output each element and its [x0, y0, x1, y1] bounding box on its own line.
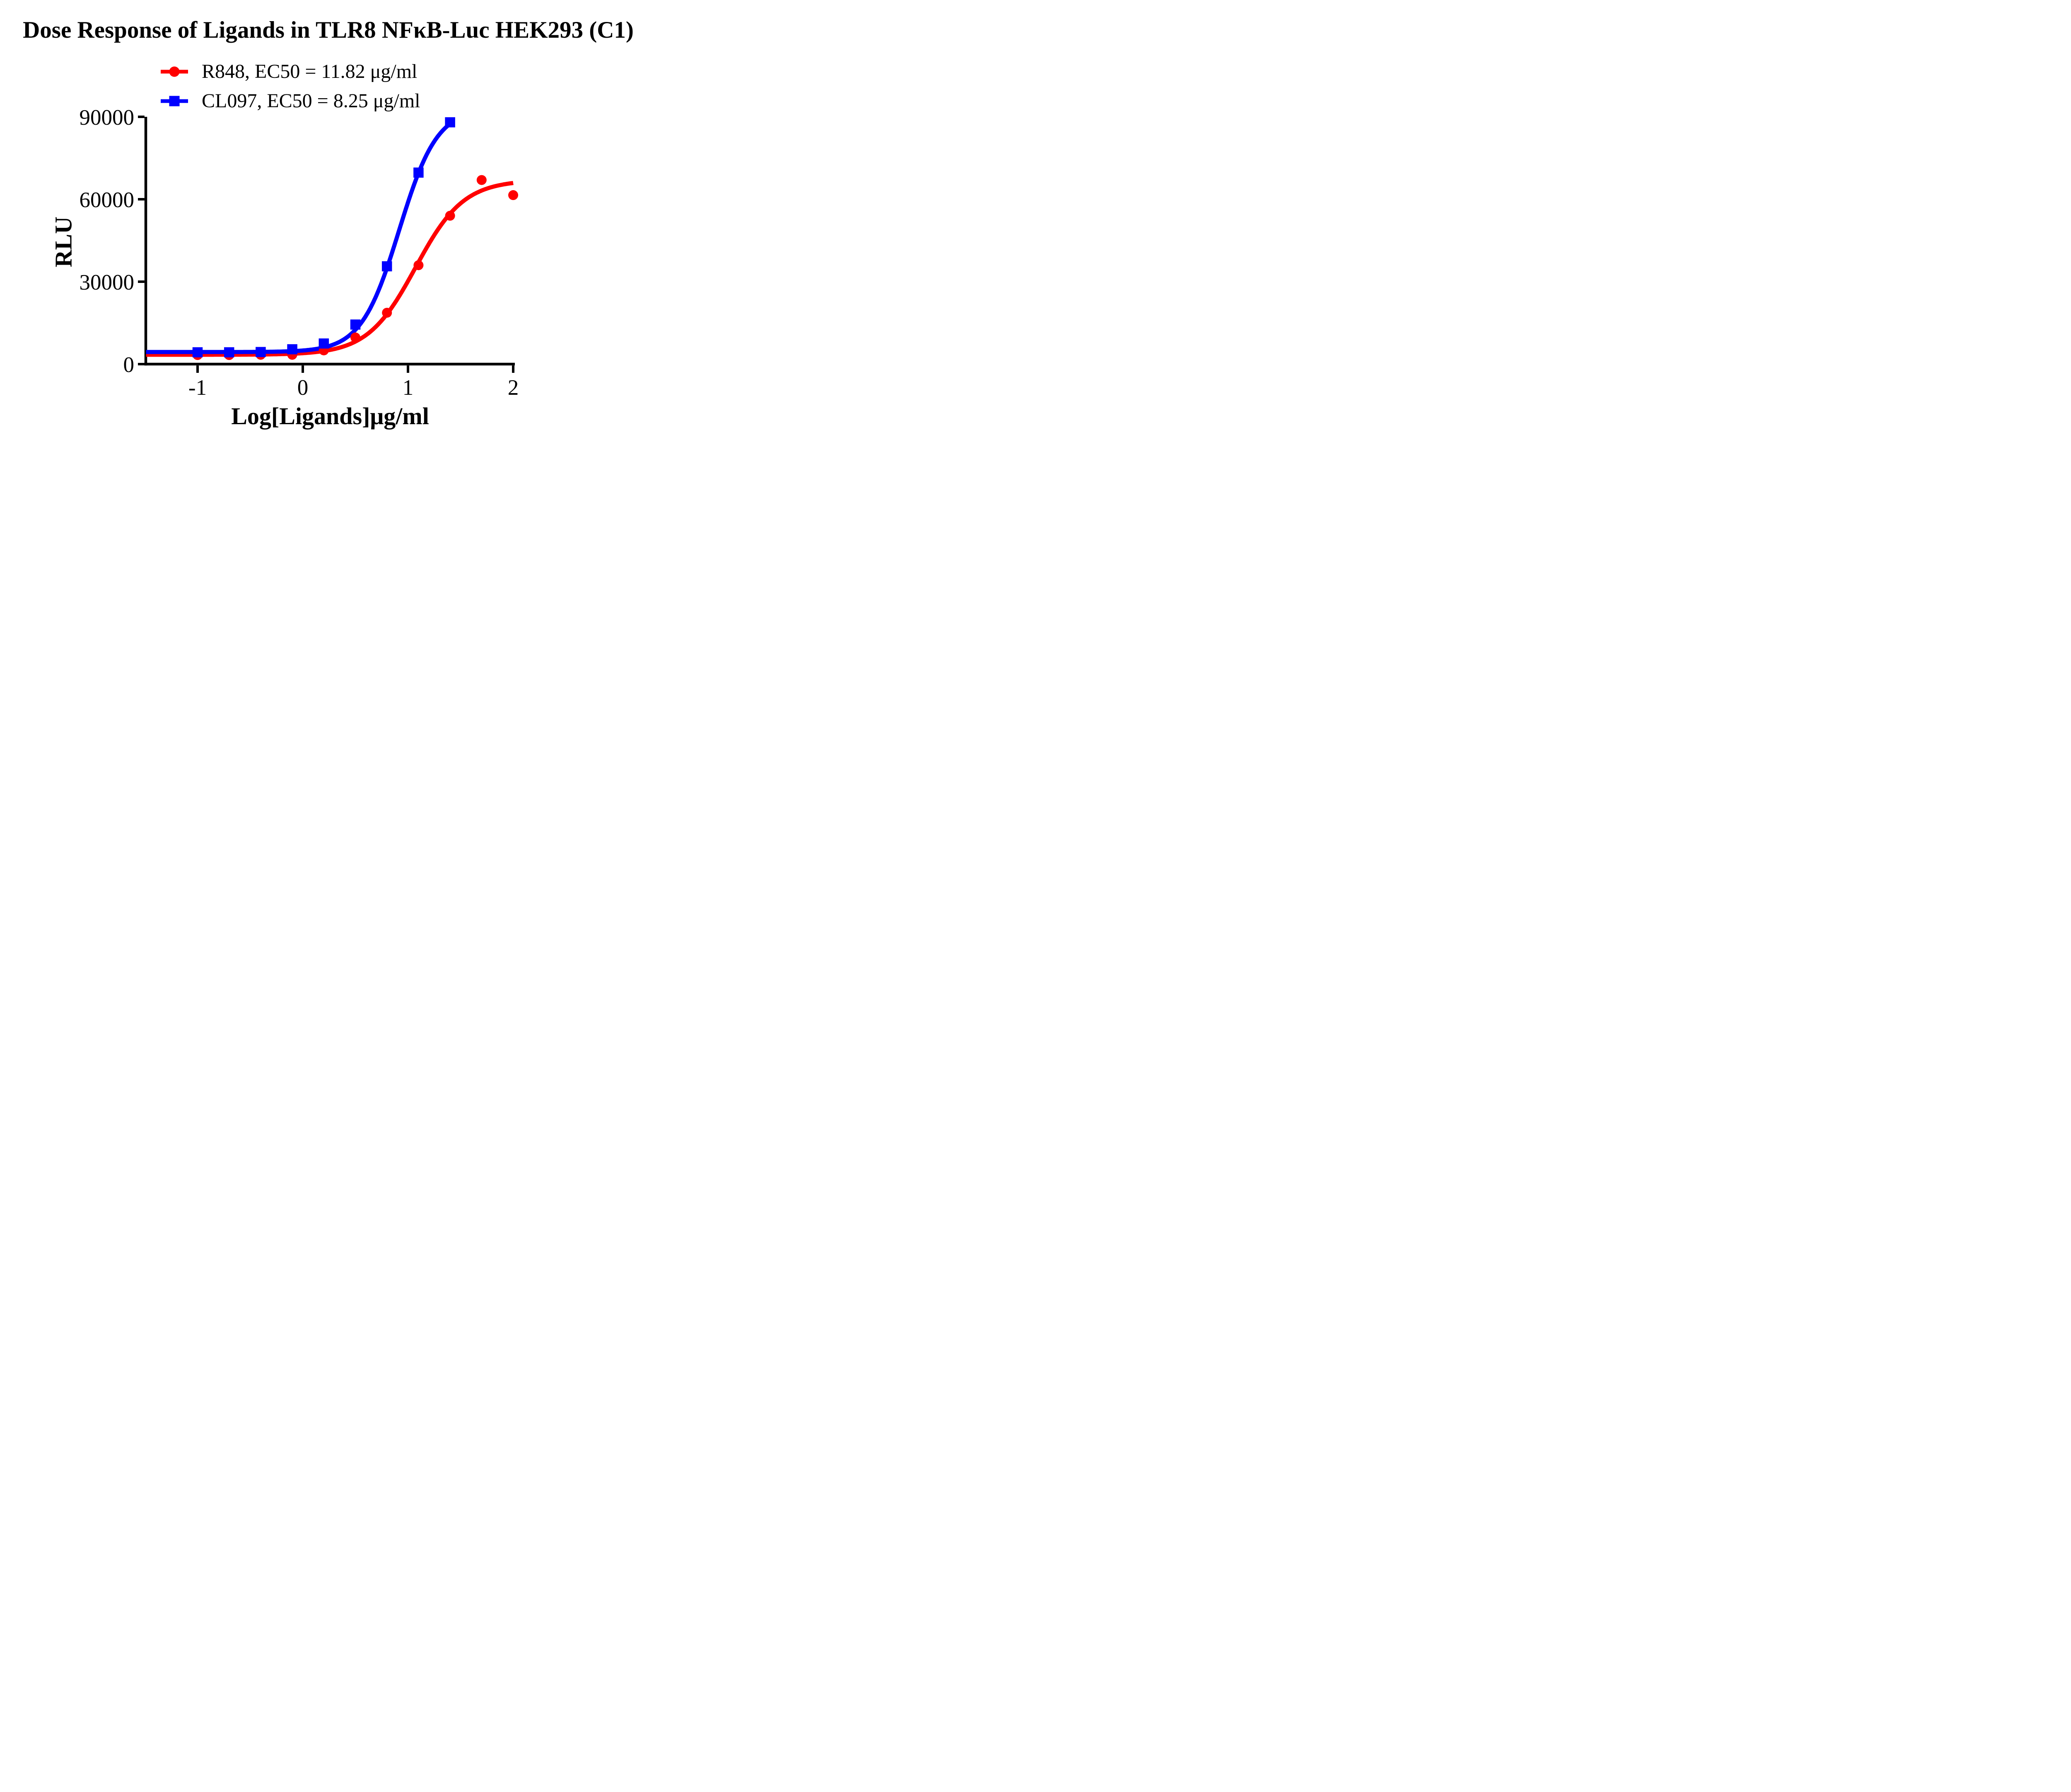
data-point-cl097 [224, 347, 234, 357]
legend-label-cl097: CL097, EC50 = 8.25 μg/ml [202, 90, 420, 112]
legend-circle-icon [169, 66, 180, 77]
legend-item-cl097: CL097, EC50 = 8.25 μg/ml [161, 91, 420, 111]
figure: Dose Response of Ligands in TLR8 NFκB-Lu… [0, 0, 657, 448]
legend-item-r848: R848, EC50 = 11.82 μg/ml [161, 61, 417, 82]
y-axis-title: RLU [50, 217, 77, 267]
data-point-cl097 [350, 319, 361, 330]
data-point-r848 [476, 175, 487, 185]
fit-curves [145, 122, 514, 357]
data-point-r848 [445, 210, 455, 221]
x-tick-label: 0 [297, 376, 309, 400]
data-point-cl097 [319, 338, 329, 349]
legend-marker-r848 [161, 66, 188, 77]
axis-ticks [138, 116, 514, 373]
axis-tick-labels: -1 0 1 2 0 30000 60000 90000 [80, 106, 519, 400]
x-tick-label: -1 [188, 376, 207, 400]
data-point-cl097 [445, 117, 455, 128]
legend-square-icon [169, 96, 180, 106]
data-points [192, 117, 518, 360]
data-point-cl097 [287, 344, 297, 355]
data-point-cl097 [192, 347, 203, 357]
data-point-r848 [413, 260, 424, 270]
legend-label-r848: R848, EC50 = 11.82 μg/ml [202, 60, 418, 82]
y-tick-label: 60000 [80, 188, 135, 212]
data-point-r848 [382, 307, 392, 318]
data-point-cl097 [381, 261, 392, 272]
chart-title: Dose Response of Ligands in TLR8 NFκB-Lu… [23, 17, 634, 43]
curve-r848 [145, 181, 514, 357]
data-point-cl097 [256, 347, 266, 357]
data-point-r848 [508, 190, 518, 200]
y-tick-label: 30000 [80, 270, 135, 295]
y-tick-label: 90000 [80, 106, 135, 130]
x-tick-label: 1 [403, 376, 414, 400]
legend-marker-cl097 [161, 96, 188, 106]
data-point-r848 [350, 332, 360, 343]
x-axis-title: Log[Ligands]μg/ml [231, 403, 429, 430]
curve-cl097 [145, 122, 451, 354]
data-point-cl097 [413, 167, 424, 178]
y-tick-label: 0 [123, 353, 135, 377]
x-tick-label: 2 [508, 376, 519, 400]
